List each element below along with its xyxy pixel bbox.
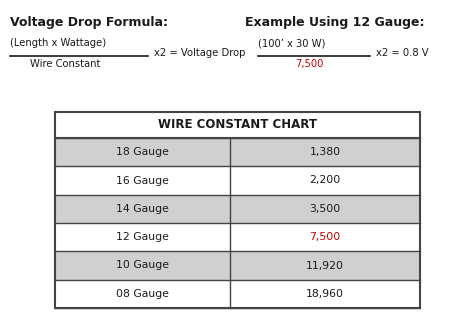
Text: 7,500: 7,500 (295, 59, 323, 69)
Text: (Length x Wattage): (Length x Wattage) (10, 38, 106, 48)
Text: Voltage Drop Formula:: Voltage Drop Formula: (10, 16, 168, 29)
Bar (230, 138, 420, 166)
Bar (230, 195, 420, 223)
Text: 14 Gauge: 14 Gauge (116, 204, 169, 214)
Text: Wire Constant: Wire Constant (30, 59, 100, 69)
Bar (55, 251, 230, 280)
Text: 16 Gauge: 16 Gauge (116, 175, 169, 185)
Bar (230, 280, 420, 308)
Bar (55, 166, 230, 195)
Text: 18,960: 18,960 (306, 289, 344, 299)
Text: Example Using 12 Gauge:: Example Using 12 Gauge: (245, 16, 425, 29)
Bar (230, 166, 420, 195)
Text: 1,380: 1,380 (310, 147, 341, 157)
Text: 08 Gauge: 08 Gauge (116, 289, 169, 299)
Text: 7,500: 7,500 (310, 232, 341, 242)
Bar (230, 223, 420, 251)
Text: 11,920: 11,920 (306, 260, 344, 270)
Bar (55, 138, 230, 166)
Bar (55, 112, 420, 308)
Bar (230, 251, 420, 280)
Text: 3,500: 3,500 (310, 204, 341, 214)
Text: 12 Gauge: 12 Gauge (116, 232, 169, 242)
Bar (55, 112, 420, 138)
Text: x2 = 0.8 V: x2 = 0.8 V (376, 48, 428, 58)
Bar (55, 223, 230, 251)
Text: 2,200: 2,200 (310, 175, 341, 185)
Text: x2 = Voltage Drop: x2 = Voltage Drop (154, 48, 246, 58)
Text: 10 Gauge: 10 Gauge (116, 260, 169, 270)
Text: 18 Gauge: 18 Gauge (116, 147, 169, 157)
Text: (100’ x 30 W): (100’ x 30 W) (258, 38, 325, 48)
Bar (55, 280, 230, 308)
Bar (55, 195, 230, 223)
Text: WIRE CONSTANT CHART: WIRE CONSTANT CHART (158, 118, 317, 131)
